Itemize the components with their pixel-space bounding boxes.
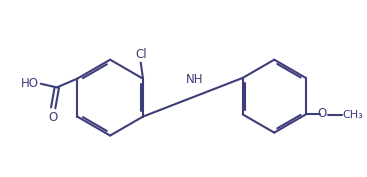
Text: NH: NH <box>186 73 203 86</box>
Text: HO: HO <box>21 77 39 90</box>
Text: Cl: Cl <box>135 48 146 61</box>
Text: O: O <box>48 111 58 124</box>
Text: O: O <box>317 107 327 120</box>
Text: CH₃: CH₃ <box>342 110 363 120</box>
